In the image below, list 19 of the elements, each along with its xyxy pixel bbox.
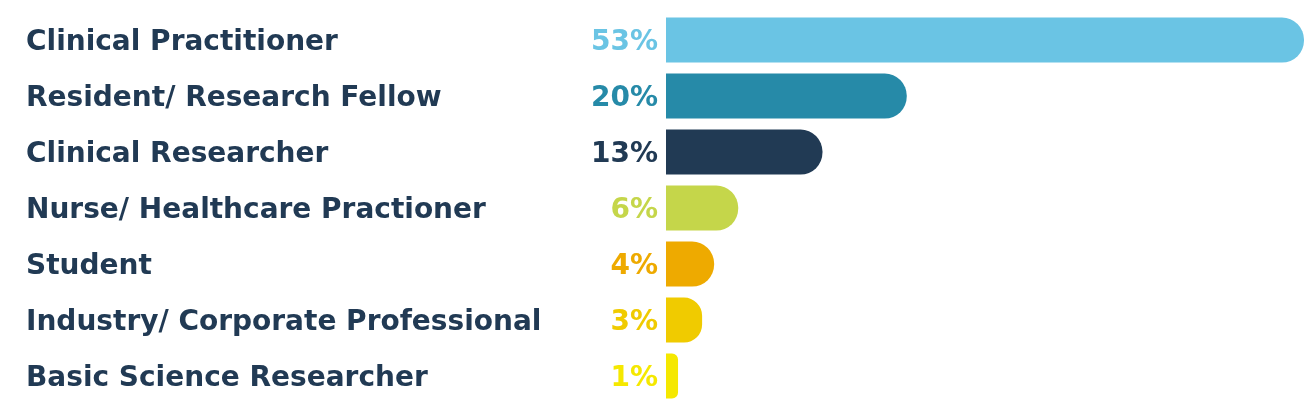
y-tick-label: Nurse/ Healthcare Practioner: [26, 192, 487, 225]
bar: [666, 353, 679, 399]
y-tick-label: Basic Science Researcher: [26, 360, 428, 393]
data-label: 1%: [610, 360, 658, 393]
y-tick-label: Industry/ Corporate Professional: [26, 304, 542, 337]
bar: [666, 17, 1304, 63]
y-tick-label: Student: [26, 248, 152, 281]
bar: [666, 185, 739, 231]
y-tick-label: Clinical Practitioner: [26, 24, 339, 57]
bar: [666, 73, 907, 119]
y-tick-label: Resident/ Research Fellow: [26, 80, 442, 113]
data-label: 3%: [610, 304, 658, 337]
bar: [666, 129, 823, 175]
data-label: 4%: [610, 248, 658, 281]
y-tick-label: Clinical Researcher: [26, 136, 329, 169]
data-label: 13%: [590, 136, 658, 169]
data-label: 53%: [590, 24, 658, 57]
data-label: 6%: [610, 192, 658, 225]
data-label: 20%: [590, 80, 658, 113]
